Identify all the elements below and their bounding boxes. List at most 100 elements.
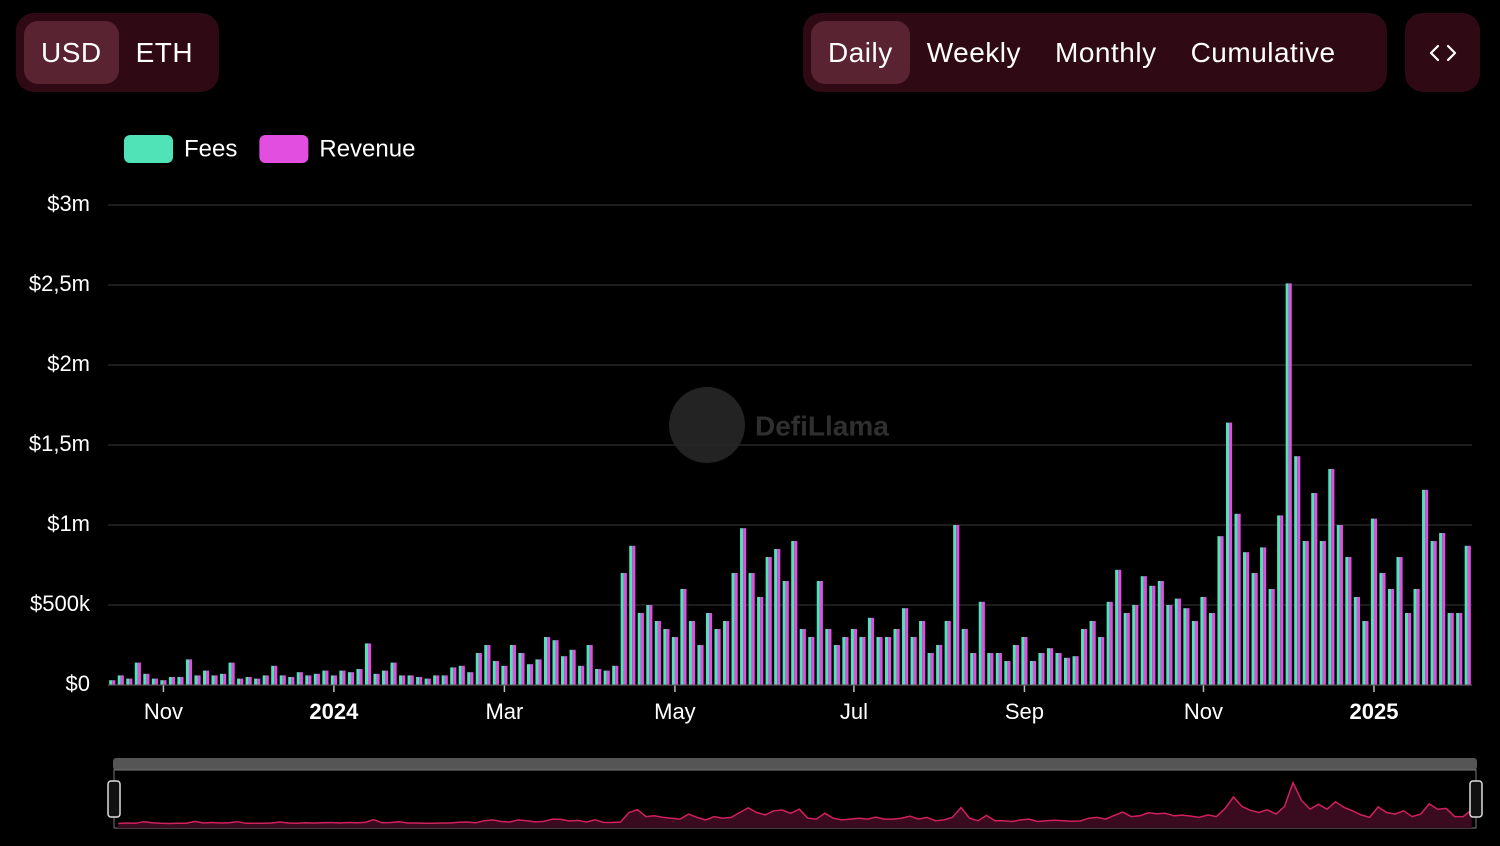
bar	[615, 665, 619, 685]
y-tick-label: $2m	[47, 351, 90, 376]
x-tick-label: May	[654, 699, 696, 724]
y-tick-label: $0	[66, 671, 90, 696]
bar	[646, 605, 650, 685]
bar	[705, 613, 710, 685]
bar	[1081, 629, 1085, 685]
bar	[402, 675, 406, 685]
bar	[137, 662, 141, 685]
bar	[632, 545, 636, 685]
bar	[944, 621, 948, 685]
bar	[910, 637, 914, 685]
bar	[185, 659, 189, 685]
bar	[879, 637, 883, 685]
bar	[1038, 653, 1042, 685]
bar	[177, 677, 181, 685]
embed-icon	[1429, 44, 1456, 61]
bar	[666, 629, 670, 685]
period-button[interactable]: Daily	[811, 21, 910, 84]
bar	[961, 629, 965, 685]
bar	[436, 675, 440, 685]
navigator-handle	[1469, 780, 1483, 818]
bar	[862, 637, 866, 685]
currency-button[interactable]: USD	[24, 21, 119, 84]
bar	[495, 661, 499, 685]
bar	[1404, 613, 1409, 685]
bar	[231, 662, 235, 685]
bar	[1263, 547, 1267, 685]
bar	[1285, 283, 1289, 685]
bar	[859, 637, 863, 685]
bar	[1336, 525, 1340, 685]
bar	[381, 670, 386, 685]
bar	[1430, 541, 1434, 685]
bar	[640, 613, 644, 685]
bar	[368, 643, 372, 685]
bar	[654, 621, 658, 685]
bar	[1288, 283, 1292, 685]
bar	[819, 581, 823, 685]
bar	[1149, 585, 1153, 685]
bar	[1391, 589, 1395, 685]
bar	[612, 665, 616, 685]
bar	[1092, 621, 1096, 685]
bar	[245, 677, 249, 685]
bar	[691, 621, 696, 685]
bar	[1237, 513, 1241, 685]
bar	[1058, 653, 1062, 685]
bar	[555, 640, 559, 685]
bar	[939, 645, 943, 685]
bar	[595, 669, 599, 685]
bar	[828, 629, 832, 685]
currency-button[interactable]: ETH	[135, 37, 194, 68]
bar	[1302, 541, 1306, 685]
bar	[1098, 637, 1102, 685]
bar	[1174, 598, 1178, 685]
bar	[501, 665, 505, 685]
bar	[1115, 569, 1119, 685]
bar	[296, 672, 300, 685]
bar	[424, 678, 428, 685]
bar	[1143, 576, 1147, 685]
bar	[1075, 656, 1079, 685]
bar	[811, 637, 815, 685]
bar	[1246, 552, 1250, 685]
bar	[1166, 605, 1170, 685]
bar	[802, 629, 806, 685]
bar	[1169, 605, 1173, 685]
embed-button[interactable]	[1405, 13, 1480, 92]
bar	[547, 637, 551, 685]
bar	[1271, 589, 1275, 685]
bar	[333, 675, 337, 685]
navigator-handle	[107, 780, 121, 818]
bar	[299, 672, 303, 685]
bar	[529, 664, 534, 685]
bar	[1118, 569, 1122, 685]
bar	[1046, 648, 1051, 685]
bar	[731, 573, 735, 685]
bar	[867, 617, 871, 685]
bar	[927, 653, 931, 685]
bar	[1029, 661, 1033, 685]
bar	[171, 677, 176, 685]
watermark-text: DefiLlama	[755, 410, 889, 441]
bar	[680, 589, 684, 685]
bar	[581, 665, 585, 685]
bar	[450, 667, 454, 685]
bar	[794, 541, 798, 685]
bar	[1425, 489, 1429, 685]
period-button[interactable]: Monthly	[1055, 37, 1157, 68]
bar	[521, 653, 525, 685]
bar	[637, 613, 641, 685]
bar	[143, 673, 147, 685]
bar	[257, 678, 261, 685]
y-tick-label: $500k	[30, 591, 91, 616]
period-button[interactable]: Cumulative	[1190, 37, 1336, 68]
bar	[896, 629, 900, 685]
bar	[356, 669, 360, 685]
bar	[765, 557, 769, 685]
bar	[1152, 585, 1156, 685]
period-button[interactable]: Weekly	[926, 37, 1022, 68]
bar	[535, 659, 539, 685]
bar	[134, 662, 138, 685]
bar	[586, 645, 590, 685]
